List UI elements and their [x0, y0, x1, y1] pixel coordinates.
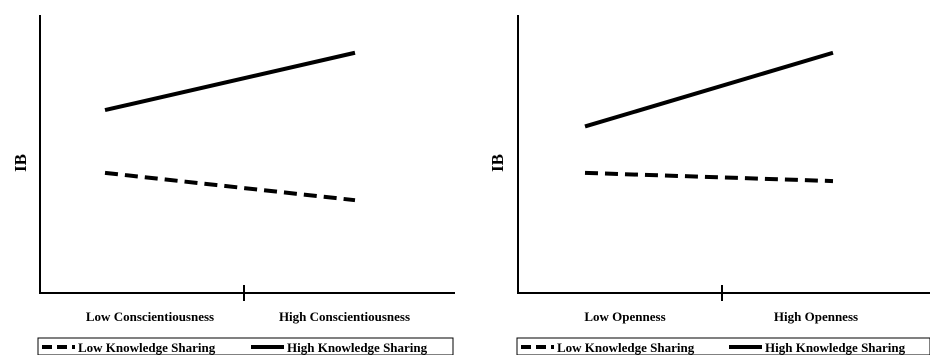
y-axis-label: IB [11, 154, 30, 172]
x-tick-label-low: Low Conscientiousness [86, 309, 214, 324]
series-line-high-knowledge-sharing [104, 50, 356, 113]
x-tick-label-high: High Openness [774, 309, 858, 324]
legend-label-high: High Knowledge Sharing [287, 340, 428, 355]
y-axis-label: IB [488, 154, 507, 172]
legend-label-low: Low Knowledge Sharing [78, 340, 216, 355]
legend: Low Knowledge Sharing High Knowledge Shar… [516, 337, 930, 355]
legend-box [516, 337, 930, 355]
chart-panel-2: IB Low Openness High Openness Low Knowledge… [488, 15, 930, 355]
legend-label-high: High Knowledge Sharing [765, 340, 906, 355]
series-line-low-knowledge-sharing [584, 170, 834, 184]
x-tick-label-high: High Conscientiousness [279, 309, 410, 324]
legend-box [37, 337, 454, 355]
series-line-low-knowledge-sharing [104, 170, 356, 203]
legend: Low Knowledge Sharing High Knowledge Shar… [37, 337, 454, 355]
x-tick-label-low: Low Openness [584, 309, 665, 324]
series-line-high-knowledge-sharing [584, 50, 834, 129]
chart-panel-1: IB Low Conscientiousness High Conscientiou… [11, 15, 455, 355]
legend-label-low: Low Knowledge Sharing [557, 340, 695, 355]
